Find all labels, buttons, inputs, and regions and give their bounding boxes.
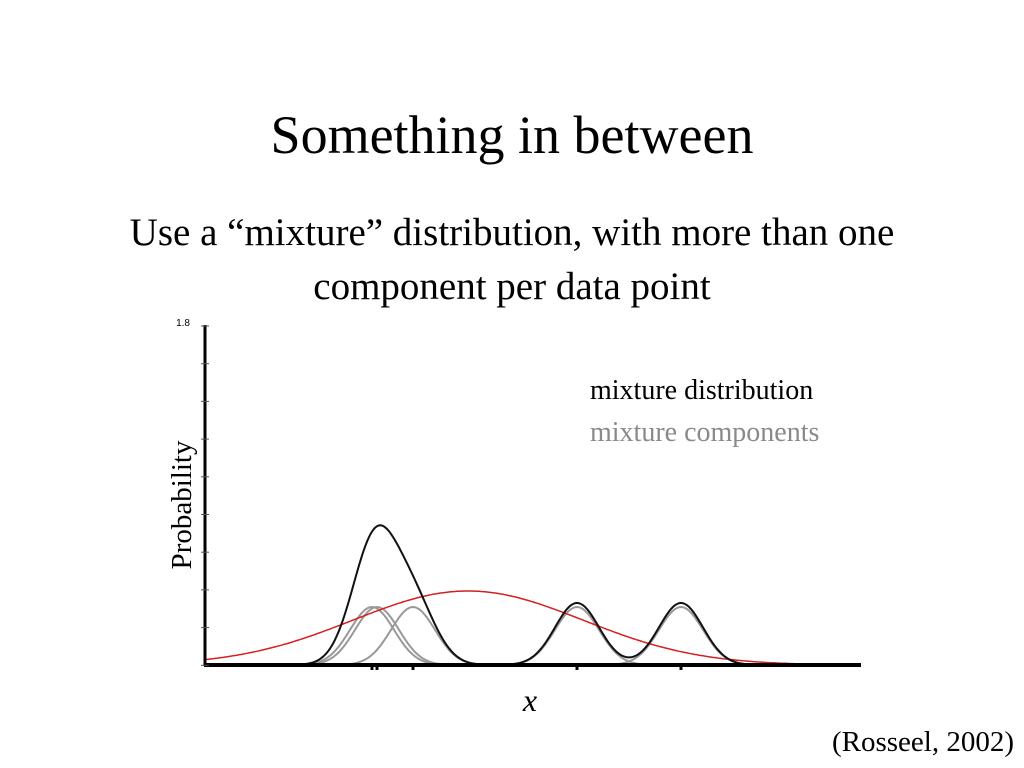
slide-title: Something in between xyxy=(270,105,754,165)
legend-entry: mixture components xyxy=(590,417,819,448)
curves xyxy=(204,524,859,666)
x-axis-label: x xyxy=(522,682,537,718)
y-tick-label: 1.8 xyxy=(176,318,190,329)
y-ticks xyxy=(201,325,683,670)
citation: (Rosseel, 2002) xyxy=(831,726,1014,758)
legend-entry: mixture distribution xyxy=(590,375,813,406)
gaussian-curve xyxy=(204,590,859,666)
slide-subtitle: Use a “mixture” distribution, with more … xyxy=(129,211,895,308)
y-axis-label: Probability xyxy=(166,440,198,569)
mixture-curve xyxy=(205,524,859,666)
